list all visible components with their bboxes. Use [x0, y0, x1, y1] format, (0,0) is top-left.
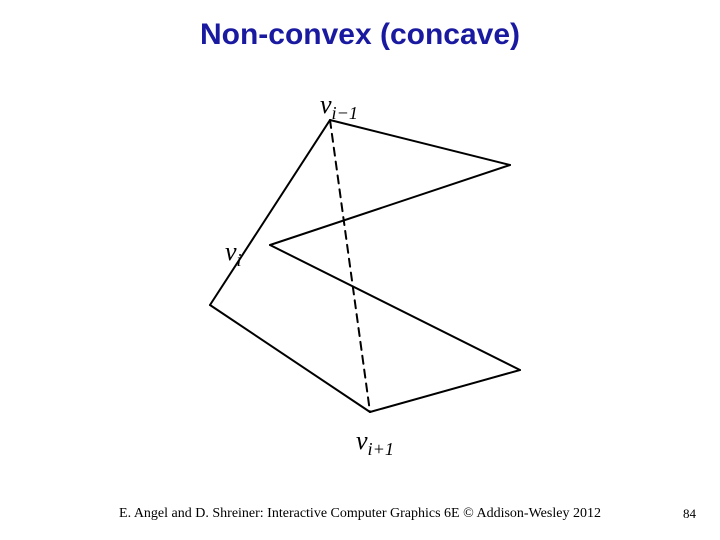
page-title: Non-convex (concave)	[0, 18, 720, 52]
vertex-label: vi+1	[356, 426, 394, 460]
page-number: 84	[683, 506, 696, 522]
slide: Non-convex (concave) vi−1 vi vi+1 E. Angel…	[0, 0, 720, 540]
polygon-svg	[160, 90, 560, 450]
vertex-label: vi	[225, 237, 242, 271]
polygon-diagram: vi−1vivi+1	[160, 90, 560, 450]
footer-credit: E. Angel and D. Shreiner: Interactive Co…	[0, 506, 720, 522]
vertex-label: vi−1	[320, 90, 358, 124]
